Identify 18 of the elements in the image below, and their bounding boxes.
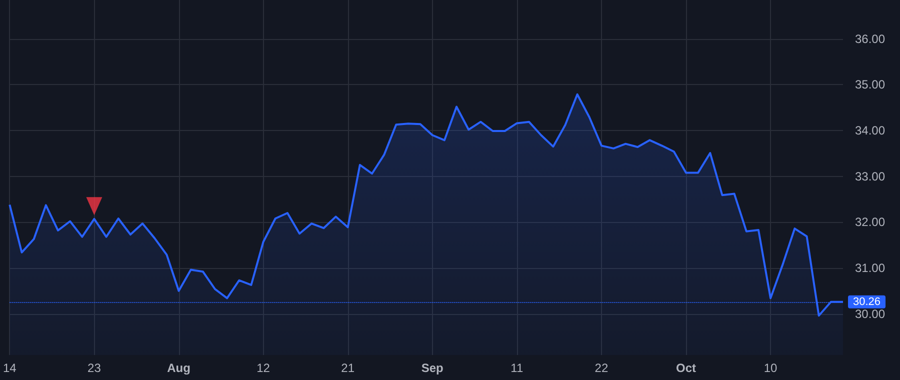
x-tick-label: 22 <box>594 361 608 375</box>
x-tick-label: 11 <box>510 361 524 375</box>
ref-line-label: 30.26 <box>853 296 881 308</box>
y-tick-label: 30.00 <box>855 306 886 321</box>
x-tick-label: 12 <box>256 361 270 375</box>
y-tick-label: 33.00 <box>855 169 886 184</box>
x-tick-label: 14 <box>2 361 17 375</box>
x-tick-label: 23 <box>88 361 102 375</box>
y-tick-label: 35.00 <box>855 78 886 92</box>
x-tick-label: 21 <box>341 361 355 375</box>
y-tick-label: 32.00 <box>855 215 886 230</box>
y-tick-label: 31.00 <box>855 260 886 275</box>
x-tick-label: Sep <box>421 361 444 375</box>
x-tick-label: Oct <box>676 361 696 375</box>
x-tick-label: Aug <box>167 361 190 375</box>
y-tick-label: 36.00 <box>855 32 886 46</box>
y-tick-label: 34.00 <box>855 124 886 138</box>
x-tick-label: 10 <box>764 361 778 375</box>
